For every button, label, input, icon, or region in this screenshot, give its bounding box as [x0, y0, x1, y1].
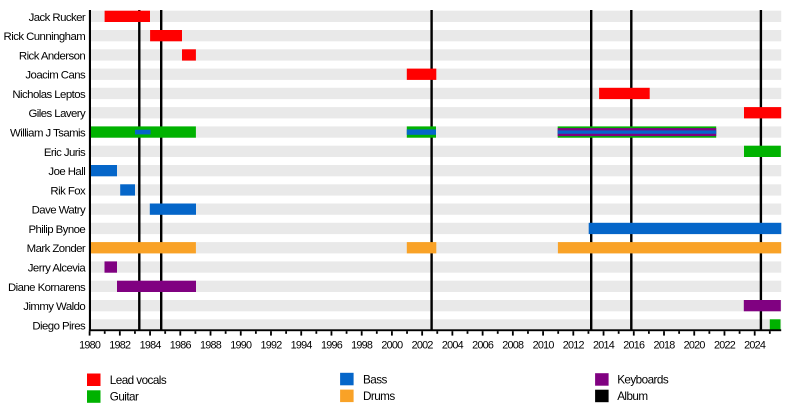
- svg-text:1980: 1980: [79, 340, 101, 352]
- svg-text:2000: 2000: [381, 340, 403, 352]
- svg-text:Keyboards: Keyboards: [617, 374, 669, 387]
- svg-text:Giles Lavery: Giles Lavery: [28, 108, 86, 120]
- svg-text:1992: 1992: [260, 340, 282, 352]
- svg-text:2004: 2004: [442, 340, 464, 352]
- svg-text:Guitar: Guitar: [110, 391, 139, 404]
- svg-text:1996: 1996: [321, 340, 343, 352]
- svg-text:1994: 1994: [291, 340, 313, 352]
- svg-text:Rik Fox: Rik Fox: [50, 185, 86, 197]
- svg-text:2024: 2024: [744, 340, 766, 352]
- svg-text:Bass: Bass: [363, 373, 387, 386]
- svg-text:Rick Cunningham: Rick Cunningham: [4, 31, 86, 43]
- svg-text:1984: 1984: [140, 340, 162, 352]
- svg-text:2002: 2002: [412, 340, 434, 352]
- svg-text:2006: 2006: [472, 340, 494, 352]
- svg-text:1988: 1988: [200, 340, 222, 352]
- svg-text:1998: 1998: [351, 340, 373, 352]
- svg-text:1990: 1990: [230, 340, 252, 352]
- svg-text:Drums: Drums: [363, 390, 395, 403]
- svg-text:Joacim Cans: Joacim Cans: [25, 70, 86, 82]
- svg-text:Dave Watry: Dave Watry: [32, 205, 86, 217]
- svg-text:2022: 2022: [714, 340, 736, 352]
- svg-text:Nicholas Leptos: Nicholas Leptos: [12, 89, 86, 101]
- svg-text:William J Tsamis: William J Tsamis: [10, 128, 86, 140]
- svg-text:Diego Pires: Diego Pires: [32, 320, 86, 332]
- svg-text:2010: 2010: [533, 340, 555, 352]
- svg-text:Jack Rucker: Jack Rucker: [29, 12, 86, 24]
- svg-text:2012: 2012: [563, 340, 585, 352]
- svg-text:2008: 2008: [502, 340, 524, 352]
- svg-text:Philip Bynoe: Philip Bynoe: [28, 224, 85, 236]
- svg-text:Rick Anderson: Rick Anderson: [19, 50, 86, 62]
- svg-text:Album: Album: [617, 390, 647, 403]
- svg-text:1986: 1986: [170, 340, 192, 352]
- svg-text:Eric Juris: Eric Juris: [44, 147, 86, 159]
- svg-text:Diane Kornarens: Diane Kornarens: [8, 282, 86, 294]
- svg-text:2020: 2020: [684, 340, 706, 352]
- svg-text:Jimmy Waldo: Jimmy Waldo: [23, 301, 85, 313]
- svg-text:2016: 2016: [623, 340, 645, 352]
- svg-text:Jerry Alcevia: Jerry Alcevia: [28, 263, 87, 275]
- svg-text:Joe Hall: Joe Hall: [48, 166, 85, 178]
- svg-text:Mark Zonder: Mark Zonder: [27, 243, 86, 255]
- svg-text:1982: 1982: [109, 340, 131, 352]
- svg-text:2018: 2018: [653, 340, 675, 352]
- svg-text:2014: 2014: [593, 340, 615, 352]
- svg-text:Lead vocals: Lead vocals: [110, 374, 167, 387]
